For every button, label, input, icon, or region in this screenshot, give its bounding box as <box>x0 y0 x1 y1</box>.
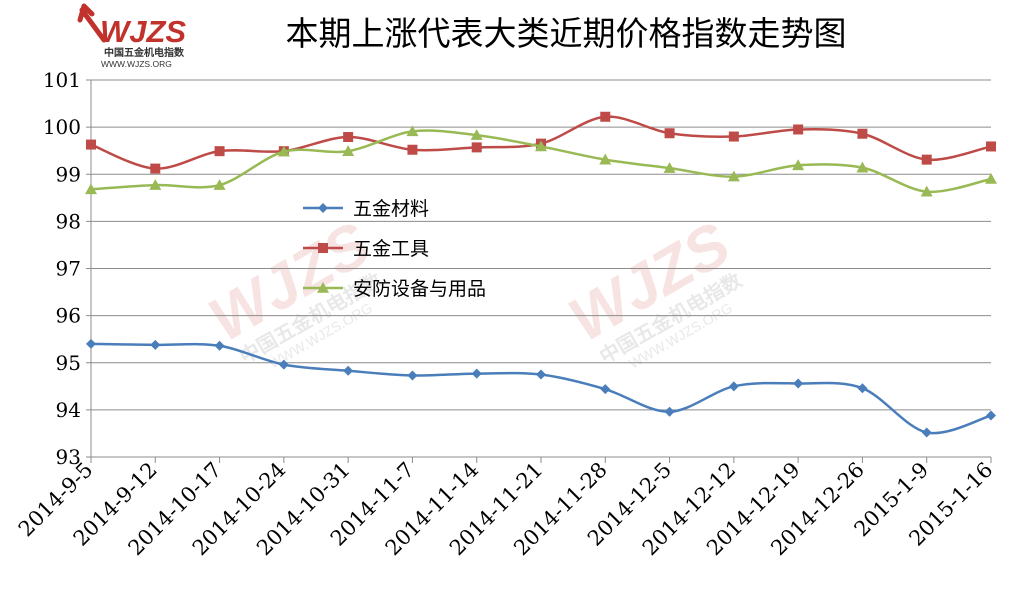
data-point <box>793 124 804 135</box>
data-point <box>664 128 675 139</box>
data-point <box>86 139 96 150</box>
data-point <box>664 406 675 417</box>
y-tick-label: 99 <box>56 162 81 186</box>
data-point <box>986 410 996 421</box>
chart-title: 本期上涨代表大类近期价格指数走势图 <box>286 14 847 53</box>
data-point <box>728 131 739 142</box>
data-point <box>213 179 226 190</box>
y-tick-label: 96 <box>56 304 81 328</box>
data-point <box>277 145 290 157</box>
data-point <box>343 132 354 143</box>
legend-marker <box>318 203 328 213</box>
data-point <box>85 183 97 195</box>
series-layer <box>85 111 997 438</box>
y-tick-label: 95 <box>56 351 81 375</box>
data-point <box>920 185 933 197</box>
y-tick-label: 94 <box>56 398 81 422</box>
data-point <box>470 129 483 140</box>
data-point <box>728 381 739 392</box>
data-point <box>793 378 804 389</box>
legend-label: 五金材料 <box>353 198 429 220</box>
data-point <box>857 383 868 394</box>
data-point <box>343 365 354 376</box>
logo-cn: 中国五金机电指数 <box>104 46 185 59</box>
data-point <box>86 338 96 349</box>
data-point <box>985 172 997 184</box>
y-tick-label: 97 <box>56 257 81 281</box>
legend-item-2: 安防设备与用品 <box>303 278 486 300</box>
data-point <box>407 144 418 155</box>
y-tick-label: 93 <box>56 445 81 469</box>
data-point <box>857 128 868 139</box>
data-point <box>471 368 482 379</box>
data-point <box>150 339 161 350</box>
data-point <box>663 162 676 173</box>
data-point <box>406 125 419 137</box>
data-point <box>921 154 932 165</box>
data-point <box>214 340 225 351</box>
series-2 <box>85 125 997 197</box>
brand-logo: WJZS 中国五金机电指数 WWW.WJZS.ORG <box>77 3 186 69</box>
legend-item-1: 五金工具 <box>303 238 429 260</box>
data-point <box>471 142 482 153</box>
data-point <box>278 359 289 370</box>
logo-arrow-icon <box>77 3 107 43</box>
data-point <box>727 170 740 182</box>
data-point <box>214 146 225 157</box>
x-tick-labels: 2014-9-52014-9-122014-10-172014-10-24201… <box>14 457 998 560</box>
y-tick-labels: 93 94 95 96 97 98 99 100 101 <box>43 68 81 469</box>
y-tick-label: 101 <box>43 68 81 92</box>
data-point <box>599 153 612 165</box>
data-point <box>535 140 547 152</box>
data-point <box>792 159 805 171</box>
series-line <box>90 342 992 435</box>
logo-brand: WJZS <box>100 14 186 49</box>
series-0 <box>86 338 996 438</box>
legend-label: 安防设备与用品 <box>353 278 486 300</box>
data-point <box>986 141 996 152</box>
legend-marker <box>318 243 328 253</box>
legend-marker <box>317 282 329 293</box>
data-point <box>407 370 418 381</box>
legend-label: 五金工具 <box>353 238 429 260</box>
legend-item-0: 五金材料 <box>303 198 429 220</box>
logo-url: WWW.WJZS.ORG <box>101 59 172 69</box>
y-tick-label: 98 <box>56 209 81 233</box>
data-point <box>149 179 162 190</box>
data-point <box>600 384 611 395</box>
grid-lines <box>86 79 991 458</box>
data-point <box>150 163 161 174</box>
data-point <box>600 111 611 122</box>
data-point <box>921 427 932 438</box>
data-point <box>856 161 869 173</box>
data-point <box>536 369 546 380</box>
y-tick-label: 100 <box>43 115 81 139</box>
data-point <box>342 145 355 156</box>
